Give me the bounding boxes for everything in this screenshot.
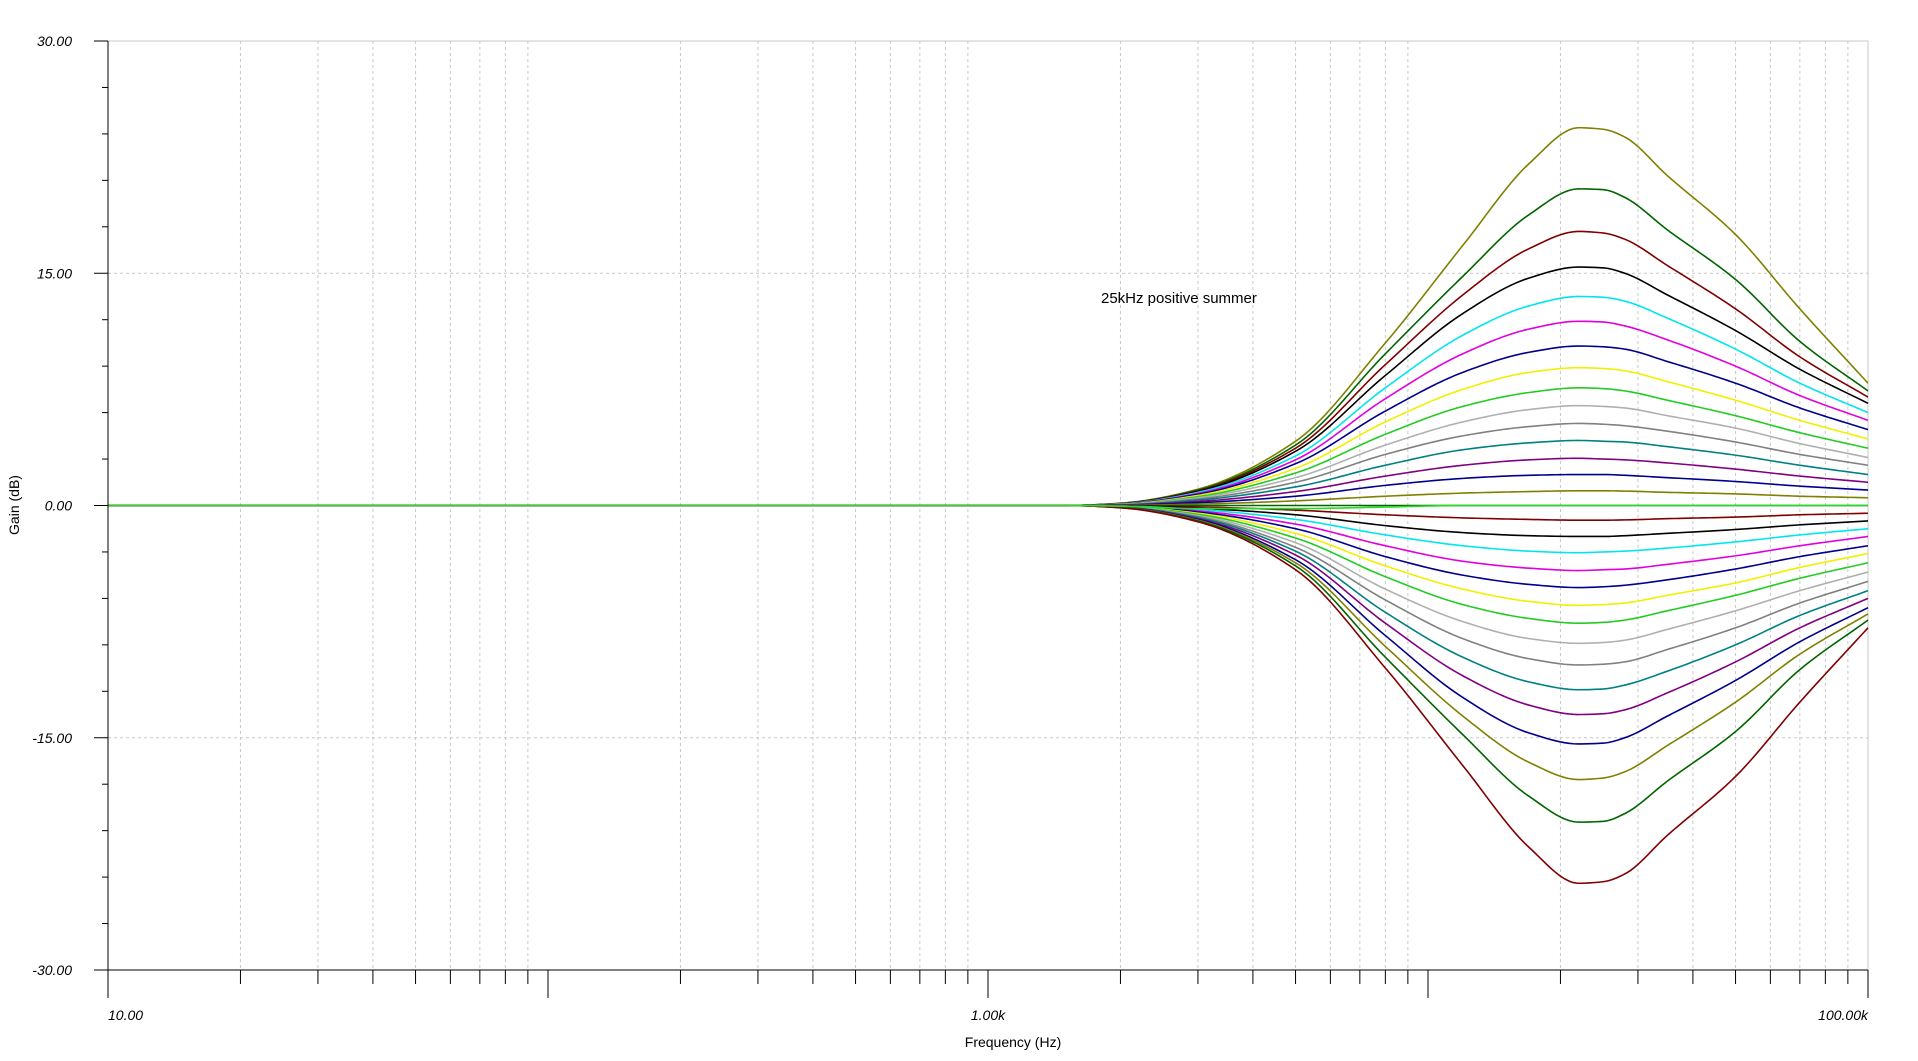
- y-tick-label: -30.00: [32, 962, 72, 978]
- series-line-26: [108, 504, 1869, 691]
- series-line-32: [108, 504, 1868, 510]
- series-line-28: [108, 504, 1869, 745]
- series-line-15: [108, 489, 1869, 507]
- series-line-4: [108, 266, 1869, 507]
- series-line-23: [108, 504, 1869, 624]
- series-line-9: [108, 387, 1869, 507]
- series-group: [108, 126, 1869, 885]
- series-line-20: [108, 504, 1869, 572]
- y-tick-label: 0.00: [45, 498, 72, 514]
- series-line-13: [108, 457, 1869, 507]
- series-line-19: [108, 504, 1869, 554]
- series-line-17: [108, 504, 1869, 522]
- x-tick-label: 10.00: [108, 1007, 143, 1023]
- y-axis-title: Gain (dB): [6, 475, 22, 535]
- chart-annotation: 25kHz positive summer: [1101, 290, 1257, 307]
- x-tick-label: 1.00k: [971, 1007, 1006, 1023]
- series-line-7: [108, 345, 1869, 507]
- series-line-1: [108, 126, 1869, 507]
- x-axis-title: Frequency (Hz): [965, 1034, 1061, 1050]
- tick-labels: 30.00 15.00 0.00 -15.00 -30.00 10.00 1.00k 100.…: [32, 33, 1869, 1023]
- y-tick-label: 30.00: [37, 33, 72, 49]
- axes: [94, 40, 1869, 998]
- series-line-31: [108, 504, 1869, 885]
- series-line-21: [108, 504, 1869, 589]
- series-line-25: [108, 504, 1869, 666]
- series-line-12: [108, 439, 1869, 507]
- y-tick-label: -15.00: [32, 730, 72, 746]
- x-tick-label: 100.00k: [1818, 1007, 1869, 1023]
- y-tick-label: 15.00: [37, 265, 72, 281]
- series-line-6: [108, 320, 1869, 507]
- series-line-11: [108, 422, 1869, 507]
